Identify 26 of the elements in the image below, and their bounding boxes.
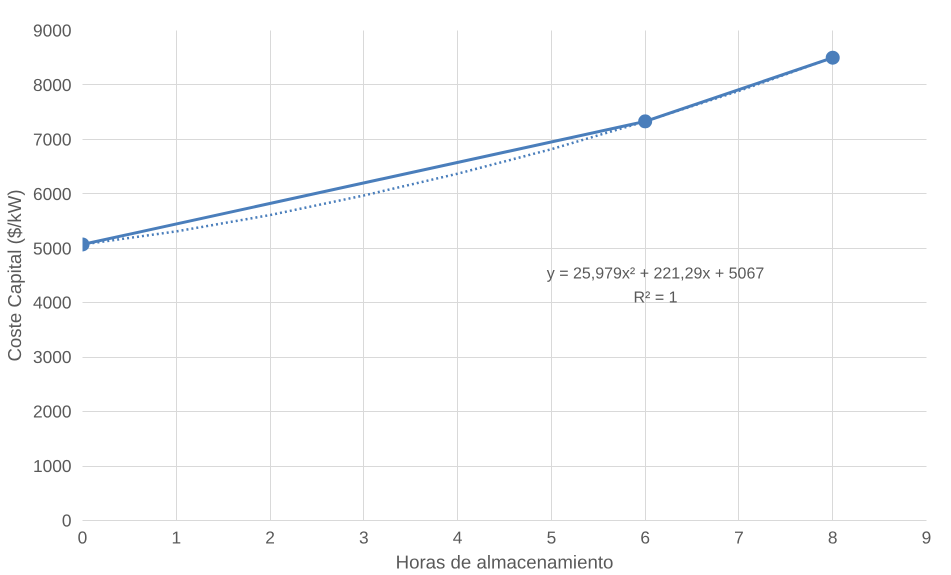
x-tick-label: 4	[452, 528, 463, 548]
y-tick-label: 5000	[32, 238, 72, 258]
x-tick-label: 8	[828, 528, 838, 548]
x-axis-title: Horas de almacenamiento	[396, 552, 614, 572]
y-axis-title: Coste Capital ($/kW)	[4, 189, 25, 362]
y-tick-label: 7000	[32, 129, 72, 150]
y-tick-label: 3000	[32, 347, 72, 368]
x-tick-label: 1	[171, 528, 182, 548]
y-tick-label: 1000	[32, 456, 72, 476]
y-tick-label: 6000	[32, 184, 72, 204]
y-tick-label: 0	[62, 510, 72, 530]
y-tick-label: 4000	[32, 292, 72, 313]
y-tick-label: 2000	[32, 402, 72, 422]
x-tick-label: 9	[922, 528, 932, 548]
x-tick-label: 7	[734, 528, 744, 548]
y-tick-label: 9000	[32, 20, 72, 40]
y-tick-label: 8000	[32, 74, 72, 95]
annotation: y = 25,979x² + 221,29x + 5067	[546, 266, 764, 282]
point	[638, 114, 652, 128]
x-tick-label: 3	[359, 528, 369, 548]
annotation: R² = 1	[633, 290, 678, 306]
x-tick-label: 0	[78, 528, 88, 548]
point	[826, 50, 840, 65]
x-tick-label: 6	[640, 528, 650, 548]
x-tick-label: 5	[546, 528, 556, 548]
x-tick-label: 2	[265, 528, 275, 548]
